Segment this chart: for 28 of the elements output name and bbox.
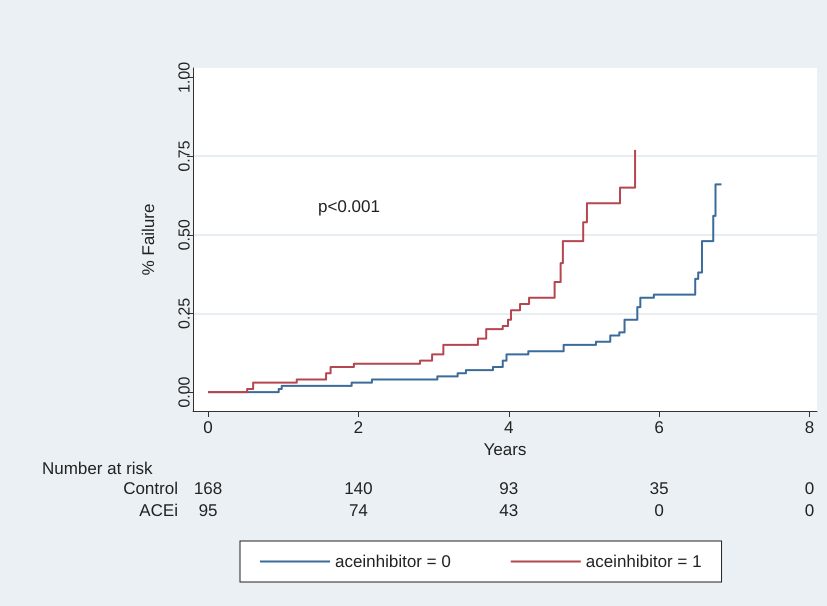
text: 74 [348,501,368,520]
x-tick-label: 0 [203,418,213,437]
text: 35 [650,479,669,498]
text: Control [123,479,178,498]
y-tick-label: 0.00 [176,376,194,408]
y-tick-label: 0.75 [176,140,194,172]
text: 168 [194,479,222,498]
x-tick-label: 4 [504,418,514,437]
text: ACEi [139,501,178,520]
y-tick-label: 0.50 [176,219,194,250]
text: 0 [804,501,814,520]
text: 95 [198,501,218,520]
y-axis-title: % Failure [139,204,158,276]
y-tick-label: 0.25 [176,298,194,330]
annotation: p<0.001 [318,197,380,216]
text: 0 [804,479,814,498]
x-tick-label: 2 [354,418,364,437]
text: 43 [499,501,518,520]
legend-label: aceinhibitor = 0 [335,552,451,571]
text: Number at risk [42,459,154,478]
y-tick-label: 1.00 [176,62,194,94]
x-tick-label: 6 [654,418,664,437]
x-axis-title: Years [484,440,526,459]
text: 93 [499,479,518,498]
text: 140 [344,479,373,498]
x-tick-label: 8 [804,418,814,437]
legend-label: aceinhibitor = 1 [586,552,702,571]
text: 0 [654,501,664,520]
